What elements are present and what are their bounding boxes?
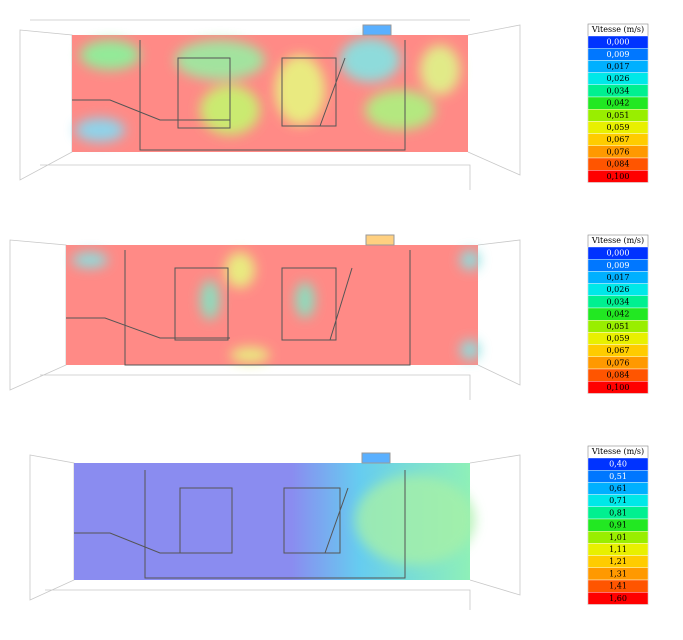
legend-label: 1,21 bbox=[609, 557, 627, 566]
legend-label: 0,91 bbox=[609, 521, 627, 530]
legend-label: 0,084 bbox=[607, 371, 630, 380]
legend-label: 0,100 bbox=[607, 172, 630, 181]
panel-1 bbox=[19, 19, 521, 190]
legend-label: 0,067 bbox=[607, 135, 630, 144]
legend-label: 0,059 bbox=[607, 334, 630, 343]
legend-label: 0,059 bbox=[607, 123, 630, 132]
legend-label: 0,034 bbox=[607, 86, 630, 95]
legend-label: 0,100 bbox=[607, 383, 630, 392]
legend-label: 1,31 bbox=[609, 569, 627, 578]
legend-label: 0,042 bbox=[607, 310, 630, 319]
legend-label: 0,81 bbox=[609, 508, 627, 517]
panel-3 bbox=[29, 452, 521, 610]
legend-label: 0,076 bbox=[607, 358, 630, 367]
legend-label: 1,60 bbox=[609, 594, 627, 603]
legend-title: Vitesse (m/s) bbox=[591, 25, 644, 34]
legend-label: 0,017 bbox=[607, 62, 630, 71]
legend-title: Vitesse (m/s) bbox=[591, 447, 644, 456]
legend-label: 0,000 bbox=[607, 38, 630, 47]
panel-2 bbox=[9, 234, 521, 400]
legend-label: 0,009 bbox=[607, 50, 630, 59]
legend-label: 0,067 bbox=[607, 346, 630, 355]
legend-label: 0,71 bbox=[609, 496, 627, 505]
legend-label: 0,40 bbox=[609, 460, 627, 469]
legend-label: 0,042 bbox=[607, 99, 630, 108]
legend-swatch bbox=[587, 381, 649, 394]
legend-label: 0,61 bbox=[609, 484, 627, 493]
legend-label: 0,51 bbox=[609, 472, 627, 481]
legend-title: Vitesse (m/s) bbox=[591, 236, 644, 245]
legend-swatch bbox=[587, 169, 649, 183]
legend-label: 1,41 bbox=[609, 582, 627, 591]
legend-label: 0,026 bbox=[607, 74, 630, 83]
legend-label: 0,076 bbox=[607, 147, 630, 156]
legend-label: 0,051 bbox=[607, 322, 630, 331]
legend-label: 0,051 bbox=[607, 111, 630, 120]
legends: Vitesse (m/s) 0,000 0,009 0,017 0,026 0,034 0,… bbox=[587, 23, 649, 605]
legend-swatch bbox=[587, 592, 649, 605]
legend-label: 0,009 bbox=[607, 261, 630, 270]
legend-label: 0,017 bbox=[607, 273, 630, 282]
legend-label: 0,084 bbox=[607, 160, 630, 169]
legend-label: 1,11 bbox=[609, 545, 627, 554]
legend-label: 0,000 bbox=[607, 249, 630, 258]
legend-label: 0,026 bbox=[607, 285, 630, 294]
legend-label: 1,01 bbox=[609, 533, 627, 542]
legend-label: 0,034 bbox=[607, 297, 630, 306]
